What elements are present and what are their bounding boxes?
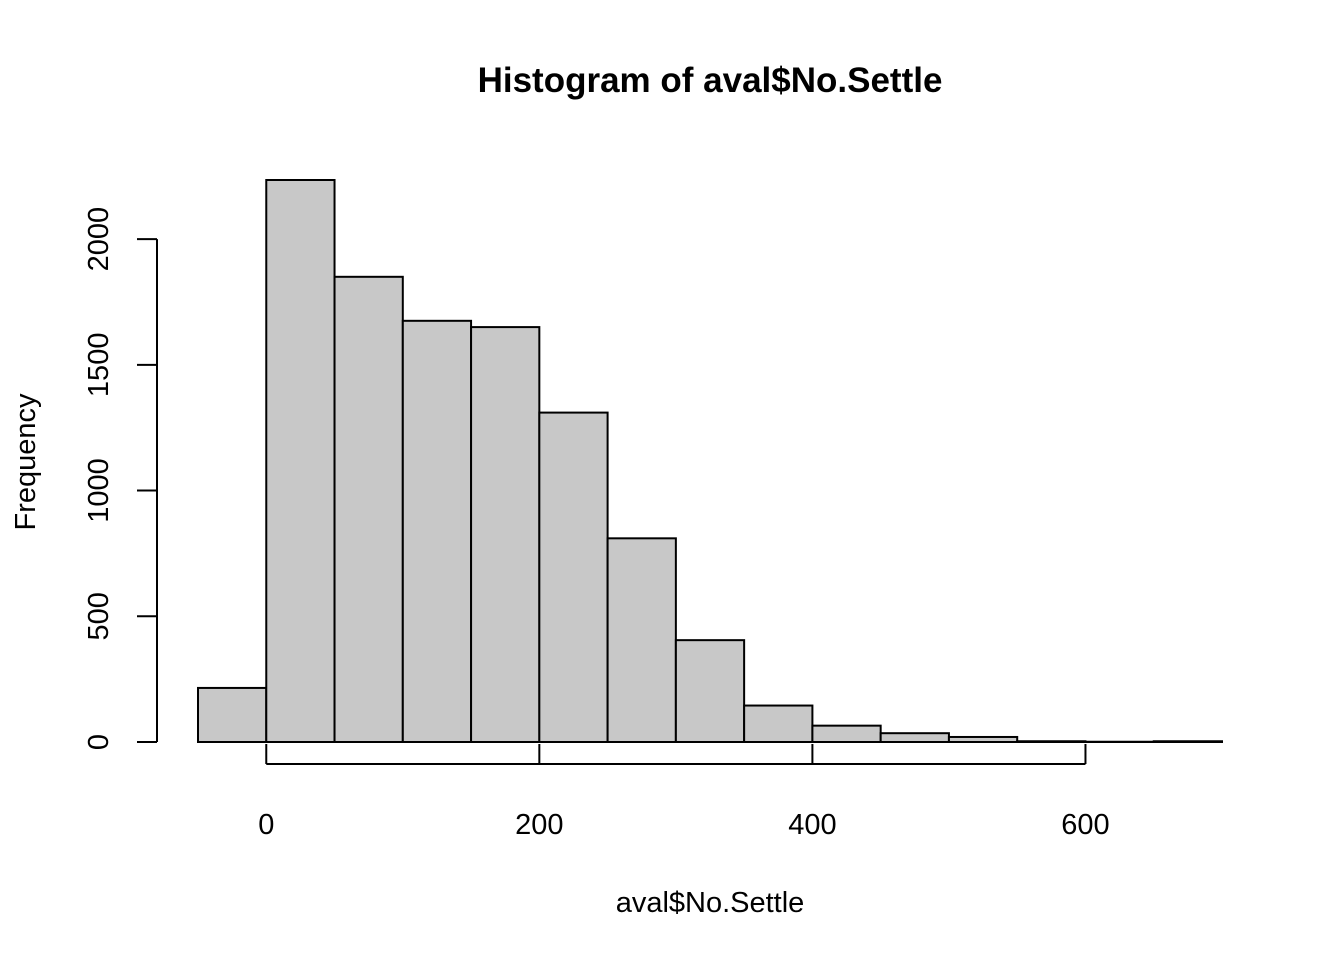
histogram-bar	[947, 735, 1019, 744]
y-tick-label: 1500	[83, 333, 115, 398]
histogram-bar	[1016, 740, 1087, 744]
histogram-bar	[674, 639, 746, 743]
histogram-bar	[538, 411, 609, 743]
x-tick-label: 0	[258, 809, 274, 841]
x-axis-label: aval$No.Settle	[616, 887, 805, 919]
histogram-bar	[1152, 740, 1223, 744]
y-tick-label: 0	[83, 734, 115, 750]
histogram-bar	[811, 724, 882, 743]
histogram-bar	[197, 686, 268, 744]
histogram-bar	[606, 537, 677, 743]
y-tick-label: 1000	[83, 458, 115, 523]
chart-title: Histogram of aval$No.Settle	[478, 61, 943, 100]
x-axis: 0 200 400 600	[258, 744, 1110, 841]
y-axis-label: Frequency	[10, 393, 42, 531]
histogram-bar	[265, 179, 336, 743]
y-tick-label: 2000	[83, 207, 115, 272]
histogram-bar	[333, 275, 404, 743]
histogram-bar	[470, 326, 541, 743]
histogram-bar	[879, 732, 950, 743]
x-tick-label: 400	[788, 809, 836, 841]
y-tick-label: 500	[83, 592, 115, 640]
y-axis: 0 500 1000 1500 2000	[83, 207, 158, 750]
x-tick-label: 600	[1061, 809, 1109, 841]
histogram-bar	[743, 704, 814, 743]
bars-group	[197, 179, 1223, 744]
histogram-bar	[401, 319, 473, 743]
x-tick-label: 200	[515, 809, 563, 841]
